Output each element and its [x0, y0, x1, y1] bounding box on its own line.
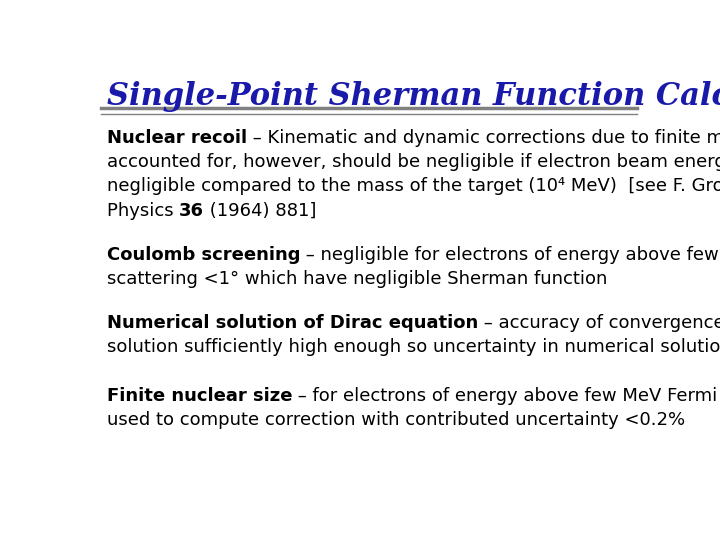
Text: – Kinematic and dynamic corrections due to finite mass of target can be: – Kinematic and dynamic corrections due …	[247, 129, 720, 147]
Text: 36: 36	[179, 201, 204, 220]
Text: accounted for, however, should be negligible if electron beam energy (<10MeV) is: accounted for, however, should be neglig…	[107, 153, 720, 171]
Text: – accuracy of convergence of partial wave: – accuracy of convergence of partial wav…	[478, 314, 720, 332]
Text: scattering <1° which have negligible Sherman function: scattering <1° which have negligible She…	[107, 270, 607, 288]
Text: Physics: Physics	[107, 201, 179, 220]
Text: Nuclear recoil: Nuclear recoil	[107, 129, 247, 147]
Text: Finite nuclear size: Finite nuclear size	[107, 387, 292, 405]
Text: negligible compared to the mass of the target (10⁴ MeV)  [see F. Gross, Review o: negligible compared to the mass of the t…	[107, 178, 720, 195]
Text: solution sufficiently high enough so uncertainty in numerical solution <0.1%: solution sufficiently high enough so unc…	[107, 339, 720, 356]
Text: Numerical solution of Dirac equation: Numerical solution of Dirac equation	[107, 314, 478, 332]
Text: Single-Point Sherman Function Calculations: Single-Point Sherman Function Calculatio…	[107, 82, 720, 112]
Text: – negligible for electrons of energy above few MeV, except for: – negligible for electrons of energy abo…	[300, 246, 720, 264]
Text: – for electrons of energy above few MeV Fermi distribution may be: – for electrons of energy above few MeV …	[292, 387, 720, 405]
Text: (1964) 881]: (1964) 881]	[204, 201, 317, 220]
Text: Coulomb screening: Coulomb screening	[107, 246, 300, 264]
Text: used to compute correction with contributed uncertainty <0.2%: used to compute correction with contribu…	[107, 411, 685, 429]
